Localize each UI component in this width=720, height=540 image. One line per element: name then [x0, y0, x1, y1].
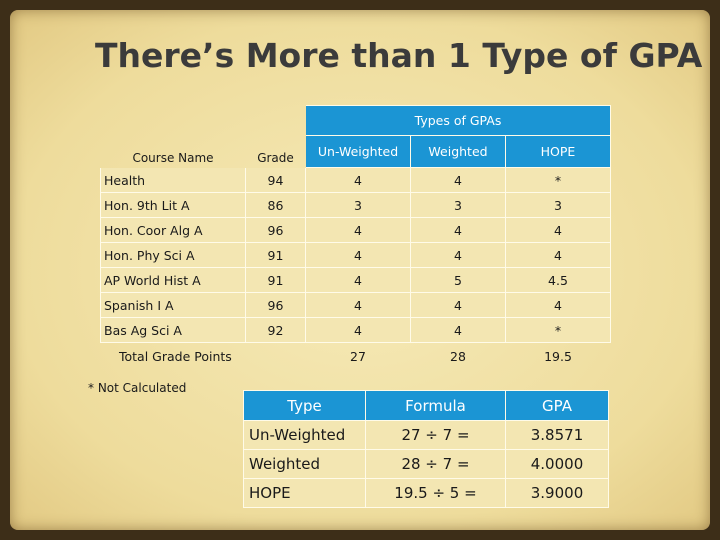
cell: 4: [505, 242, 611, 268]
cell: *: [505, 317, 611, 343]
data-row: Hon. 9th Lit A 86 3 3 3: [100, 192, 611, 218]
total-value: 27: [350, 348, 366, 364]
course-name: Health: [100, 167, 246, 193]
course-name: Hon. Coor Alg A: [100, 217, 246, 243]
column-header: Formula: [365, 390, 506, 421]
cell: 86: [245, 192, 306, 218]
cell: Weighted: [243, 449, 366, 479]
data-row: AP World Hist A 91 4 5 4.5: [100, 267, 611, 293]
empty-cell: [101, 106, 306, 136]
column-header: Grade: [257, 151, 294, 165]
cell: HOPE: [243, 478, 366, 508]
formula-table: Type Formula GPA Un-Weighted 27 ÷ 7 = 3.8571 W…: [243, 390, 609, 508]
cell: 19.5 ÷ 5 =: [365, 478, 506, 508]
cell: 4: [305, 242, 411, 268]
cell: 4.0000: [505, 449, 609, 479]
empty-cell: [246, 343, 306, 370]
cell: 4: [305, 217, 411, 243]
header-row: Course Name Grade Un-Weighted Weighted HOPE: [101, 135, 611, 168]
column-header: Un-Weighted: [305, 135, 411, 168]
cell: 3: [305, 192, 411, 218]
cell: 4: [305, 267, 411, 293]
cell: 4: [410, 167, 506, 193]
cell: 4: [410, 242, 506, 268]
column-header: HOPE: [505, 135, 611, 168]
data-row: Un-Weighted 27 ÷ 7 = 3.8571: [243, 420, 609, 450]
total-value: 19.5: [544, 348, 572, 364]
data-row: Bas Ag Sci A 92 4 4 *: [100, 317, 611, 343]
total-value: 28: [450, 348, 466, 364]
course-name: Bas Ag Sci A: [100, 317, 246, 343]
cell: 3.9000: [505, 478, 609, 508]
cell: 27 ÷ 7 =: [365, 420, 506, 450]
header-row: Type Formula GPA: [243, 390, 609, 421]
cell: 4: [410, 217, 506, 243]
cell: 4: [305, 292, 411, 318]
cell: 3: [505, 192, 611, 218]
cell: 96: [245, 292, 306, 318]
course-name: Hon. Phy Sci A: [100, 242, 246, 268]
cell: 91: [245, 267, 306, 293]
data-row: Hon. Phy Sci A 91 4 4 4: [100, 242, 611, 268]
data-row: Hon. Coor Alg A 96 4 4 4: [100, 217, 611, 243]
data-row: Spanish I A 96 4 4 4: [100, 292, 611, 318]
footnote: * Not Calculated: [88, 381, 187, 395]
total-row: Total Grade Points 27 28 19.5: [101, 343, 611, 370]
cell: 4: [410, 317, 506, 343]
column-header: Type: [243, 390, 366, 421]
data-row: Weighted 28 ÷ 7 = 4.0000: [243, 449, 609, 479]
cell: *: [505, 167, 611, 193]
cell: 91: [245, 242, 306, 268]
data-row: HOPE 19.5 ÷ 5 = 3.9000: [243, 478, 609, 508]
total-label: Total Grade Points: [119, 348, 232, 364]
data-row: Health 94 4 4 *: [100, 167, 611, 193]
course-name: Spanish I A: [100, 292, 246, 318]
cell: 4: [305, 317, 411, 343]
cell: 4: [505, 292, 611, 318]
column-header: GPA: [505, 390, 609, 421]
course-name: Hon. 9th Lit A: [100, 192, 246, 218]
cell: 5: [410, 267, 506, 293]
header-row: Types of GPAs: [101, 105, 611, 136]
group-header: Types of GPAs: [305, 105, 611, 136]
gpa-table: Types of GPAs Course Name Grade Un-Weighted…: [100, 105, 611, 370]
cell: 4.5: [505, 267, 611, 293]
column-header: Weighted: [410, 135, 506, 168]
course-name: AP World Hist A: [100, 267, 246, 293]
cell: 3: [410, 192, 506, 218]
cell: 94: [245, 167, 306, 193]
cell: 4: [410, 292, 506, 318]
cell: 92: [245, 317, 306, 343]
cell: 4: [305, 167, 411, 193]
cell: 3.8571: [505, 420, 609, 450]
cell: 96: [245, 217, 306, 243]
cell: 4: [505, 217, 611, 243]
cell: Un-Weighted: [243, 420, 366, 450]
column-header: Course Name: [132, 151, 214, 165]
cell: 28 ÷ 7 =: [365, 449, 506, 479]
slide-title: There’s More than 1 Type of GPA: [95, 36, 703, 75]
